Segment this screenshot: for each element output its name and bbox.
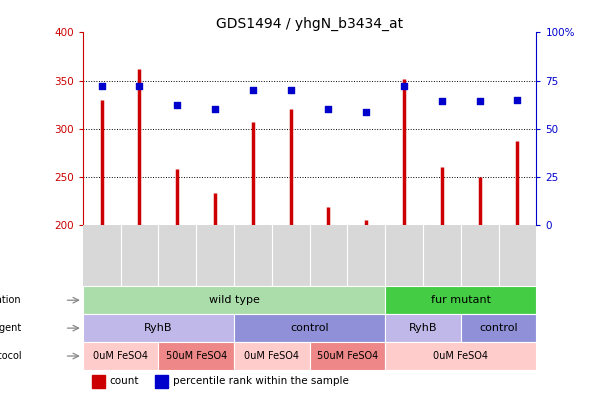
Bar [83, 314, 234, 342]
Text: agent: agent [0, 323, 21, 333]
Point [134, 83, 145, 90]
Point [248, 87, 257, 94]
Bar [385, 314, 461, 342]
Text: RyhB: RyhB [144, 323, 173, 333]
Bar [83, 286, 385, 314]
Text: count: count [109, 376, 139, 386]
Text: control: control [290, 323, 329, 333]
Text: growth protocol: growth protocol [0, 351, 21, 361]
Text: 50uM FeSO4: 50uM FeSO4 [317, 351, 378, 361]
Point [324, 105, 333, 112]
Point [210, 105, 220, 112]
Bar [155, 375, 168, 388]
Title: GDS1494 / yhgN_b3434_at: GDS1494 / yhgN_b3434_at [216, 17, 403, 31]
Text: 0uM FeSO4: 0uM FeSO4 [433, 351, 489, 361]
Text: control: control [479, 323, 518, 333]
Bar [310, 342, 385, 370]
Bar [234, 314, 385, 342]
Point [361, 109, 371, 116]
Bar [83, 342, 158, 370]
Text: 0uM FeSO4: 0uM FeSO4 [244, 351, 299, 361]
Bar [385, 342, 536, 370]
Point [475, 98, 485, 104]
Text: 50uM FeSO4: 50uM FeSO4 [166, 351, 227, 361]
Bar [385, 286, 536, 314]
Bar [92, 375, 105, 388]
Text: 0uM FeSO4: 0uM FeSO4 [93, 351, 148, 361]
Bar [461, 314, 536, 342]
Text: percentile rank within the sample: percentile rank within the sample [173, 376, 348, 386]
Text: fur mutant: fur mutant [431, 295, 491, 305]
Point [172, 102, 182, 108]
Bar [234, 342, 310, 370]
Text: genotype/variation: genotype/variation [0, 295, 21, 305]
Point [512, 97, 522, 103]
Text: RyhB: RyhB [409, 323, 437, 333]
Bar [158, 342, 234, 370]
Text: wild type: wild type [208, 295, 259, 305]
Point [437, 98, 447, 104]
Point [97, 83, 107, 90]
Point [286, 87, 295, 94]
Point [399, 83, 409, 90]
